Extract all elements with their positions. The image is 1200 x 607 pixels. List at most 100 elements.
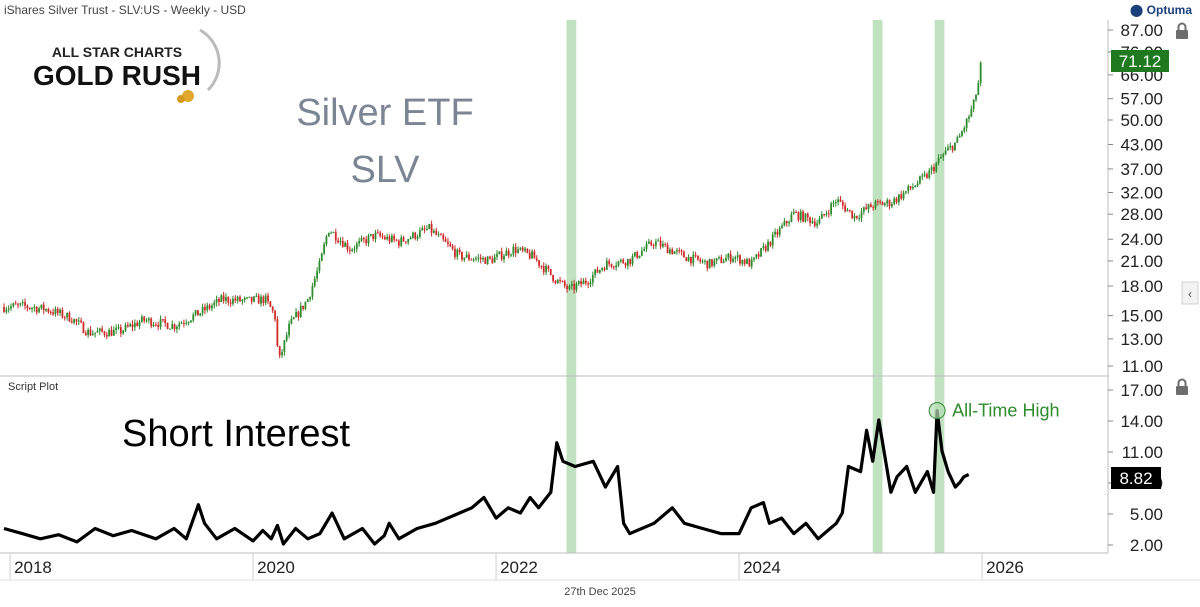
- candle-337: [790, 211, 793, 223]
- candle-body-279: [654, 241, 657, 246]
- candle-body-324: [760, 248, 762, 257]
- candle-295: [692, 251, 695, 267]
- candle-124: [292, 316, 295, 320]
- candle-403: [944, 146, 947, 156]
- candle-222: [521, 246, 524, 253]
- candle-body-401: [940, 157, 942, 159]
- candle-218: [512, 244, 515, 258]
- candle-52: [124, 322, 127, 333]
- lock-icon-2[interactable]: [1176, 378, 1188, 396]
- candle-4: [12, 302, 15, 308]
- collapse-chevron-icon[interactable]: ‹: [1181, 281, 1199, 305]
- candle-409: [958, 133, 961, 138]
- candle-body-95: [225, 297, 227, 301]
- candle-body-398: [933, 167, 935, 172]
- candle-body-163: [383, 237, 386, 240]
- candle-340: [797, 211, 800, 222]
- candle-body-133: [313, 278, 316, 286]
- candle-352: [825, 210, 828, 217]
- candle-body-208: [489, 256, 491, 259]
- candle-15: [38, 306, 40, 314]
- candle-body-149: [351, 249, 354, 252]
- candle-116: [274, 309, 276, 322]
- candle-body-236: [554, 280, 557, 284]
- price-tick-label-9: 43.00: [1120, 135, 1163, 154]
- candle-body-150: [353, 249, 356, 251]
- candle-388: [909, 186, 912, 191]
- candle-body-350: [820, 214, 823, 219]
- candle-35: [84, 330, 87, 336]
- candle-body-217: [510, 254, 512, 256]
- candle-65: [154, 322, 157, 327]
- candle-248: [582, 278, 585, 285]
- candle-380: [890, 201, 893, 209]
- candle-93: [220, 293, 223, 303]
- candle-77: [183, 319, 185, 328]
- candle-body-372: [872, 207, 875, 209]
- candle-355: [832, 200, 835, 207]
- candle-body-105: [248, 296, 251, 298]
- candle-body-181: [426, 228, 428, 230]
- candle-body-382: [895, 198, 898, 203]
- candle-228: [535, 255, 538, 262]
- candle-412: [965, 118, 968, 132]
- candle-body-188: [442, 235, 445, 240]
- time-tick-label-3: 2024: [743, 558, 781, 577]
- candle-body-180: [423, 228, 426, 230]
- candle-390: [914, 185, 917, 188]
- candle-body-276: [647, 241, 650, 244]
- candle-body-221: [519, 247, 522, 250]
- candle-127: [299, 301, 302, 319]
- candle-417: [977, 80, 980, 96]
- candle-328: [769, 241, 772, 248]
- candle-body-22: [54, 308, 57, 315]
- candle-body-30: [73, 319, 75, 323]
- candle-365: [855, 215, 858, 220]
- candle-body-345: [809, 217, 812, 223]
- candle-body-282: [662, 243, 664, 247]
- candle-body-151: [355, 243, 358, 250]
- candle-body-139: [327, 232, 330, 237]
- candle-80: [190, 320, 192, 324]
- candle-58: [138, 319, 141, 330]
- candle-body-417: [977, 83, 980, 95]
- candle-body-245: [575, 283, 578, 290]
- candle-body-191: [449, 243, 452, 247]
- candle-61: [145, 318, 148, 323]
- candle-183: [430, 220, 433, 237]
- candle-body-300: [704, 260, 706, 262]
- candle-body-72: [171, 324, 174, 329]
- candle-body-301: [706, 260, 709, 269]
- candle-body-126: [297, 311, 300, 317]
- candle-374: [876, 199, 879, 206]
- candle-body-333: [781, 225, 783, 229]
- candle-body-194: [456, 249, 459, 257]
- candle-body-71: [168, 328, 171, 330]
- candle-body-274: [643, 249, 646, 251]
- candle-body-56: [133, 322, 136, 328]
- all-time-high-marker: [928, 402, 946, 420]
- candle-body-128: [302, 305, 304, 309]
- candle-body-270: [633, 252, 636, 257]
- lock-icon[interactable]: [1176, 22, 1188, 40]
- candle-170: [400, 234, 403, 248]
- candle-body-130: [306, 299, 309, 302]
- time-tick-label-1: 2020: [257, 558, 295, 577]
- candle-300: [704, 259, 706, 265]
- candle-62: [147, 317, 150, 324]
- candle-body-190: [447, 241, 449, 244]
- candle-body-147: [346, 242, 349, 250]
- candle-body-157: [369, 234, 372, 236]
- candle-body-215: [505, 250, 508, 256]
- candle-155: [365, 235, 368, 247]
- candle-262: [615, 261, 618, 271]
- candle-body-83: [197, 310, 199, 316]
- candle-body-193: [454, 248, 456, 257]
- candle-body-293: [687, 256, 690, 262]
- candle-body-292: [685, 257, 688, 262]
- candle-38: [91, 330, 94, 336]
- candle-body-127: [299, 305, 302, 317]
- candle-body-144: [339, 240, 342, 243]
- candle-320: [750, 256, 753, 270]
- candle-body-28: [68, 312, 71, 322]
